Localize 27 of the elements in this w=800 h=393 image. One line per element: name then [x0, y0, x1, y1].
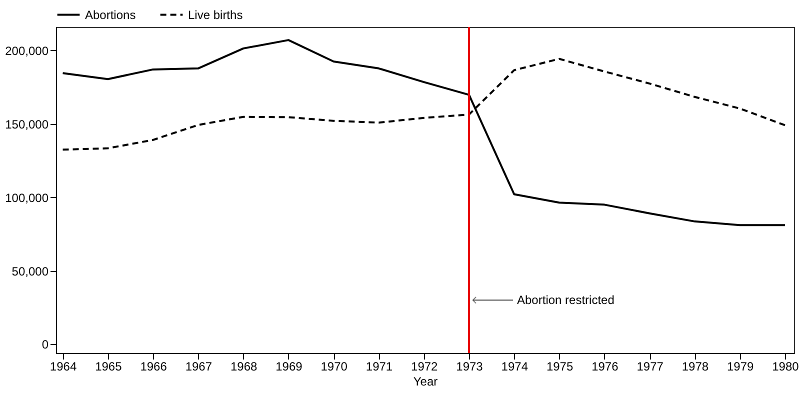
x-tick-label: 1965 [95, 360, 122, 374]
x-axis-title: Year [413, 374, 438, 388]
x-tick-label: 1967 [185, 360, 212, 374]
x-tick-label: 1966 [140, 360, 168, 374]
y-tick-label: 150,000 [5, 117, 49, 132]
y-tick-label: 50,000 [12, 264, 49, 278]
x-tick-label: 1970 [320, 360, 348, 374]
x-tick-label: 1977 [636, 360, 664, 374]
annotation: Abortion restricted [517, 293, 614, 308]
x-tick-label: 1969 [276, 360, 303, 374]
legend-label: Live births [188, 8, 243, 22]
x-tick-label: 1980 [772, 360, 800, 374]
y-tick-label: 200,000 [5, 44, 49, 58]
y-tick-label: 0 [42, 338, 49, 352]
y-tick-label: 100,000 [5, 190, 49, 205]
x-tick-label: 1973 [456, 360, 484, 374]
x-tick-label: 1964 [50, 360, 77, 374]
x-tick-label: 1971 [366, 360, 393, 374]
x-tick-label: 1968 [230, 360, 258, 374]
x-tick-label: 1978 [682, 360, 709, 374]
legend-label: Abortions [85, 8, 136, 22]
x-tick-label: 1976 [592, 360, 619, 374]
line-series [62, 39, 786, 226]
x-tick-label: 1972 [411, 360, 438, 374]
x-tick-label: 1975 [546, 360, 574, 374]
x-tick-label: 1979 [726, 360, 754, 374]
x-tick-label: 1974 [501, 360, 528, 374]
